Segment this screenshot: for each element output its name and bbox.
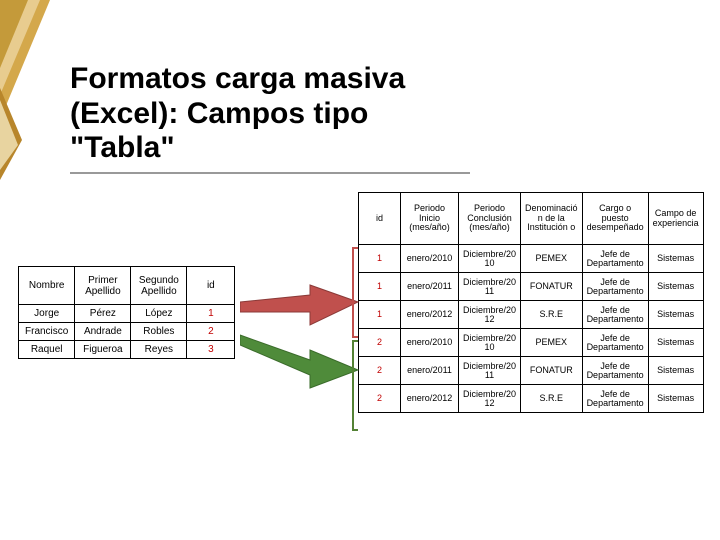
cell: Pérez (75, 305, 131, 323)
cell-id: 2 (359, 385, 401, 413)
col-segundo-apellido: Segundo Apellido (131, 267, 187, 305)
cell: enero/2012 (401, 385, 459, 413)
cell-id: 2 (187, 323, 235, 341)
cell: Diciembre/20 10 (459, 329, 521, 357)
corner-decoration (0, 0, 80, 180)
cell: Raquel (19, 341, 75, 359)
arrow-green-icon (240, 330, 360, 390)
cell: S.R.E (521, 385, 583, 413)
col-nombre: Nombre (19, 267, 75, 305)
cell: S.R.E (521, 301, 583, 329)
cell: Francisco (19, 323, 75, 341)
table-row: 1 enero/2010 Diciembre/20 10 PEMEX Jefe … (359, 245, 704, 273)
page-title: Formatos carga masiva (Excel): Campos ti… (70, 62, 470, 174)
cell: Jefe de Departamento (582, 245, 648, 273)
cell: Jorge (19, 305, 75, 323)
cell: Reyes (131, 341, 187, 359)
cell: enero/2010 (401, 329, 459, 357)
cell: Jefe de Departamento (582, 329, 648, 357)
cell: López (131, 305, 187, 323)
left-table-header-row: Nombre Primer Apellido Segundo Apellido … (19, 267, 235, 305)
cell: Diciembre/20 12 (459, 301, 521, 329)
cell-id: 3 (187, 341, 235, 359)
table-row: 1 enero/2012 Diciembre/20 12 S.R.E Jefe … (359, 301, 704, 329)
cell: Figueroa (75, 341, 131, 359)
cell: Jefe de Departamento (582, 357, 648, 385)
col-id: id (187, 267, 235, 305)
cell: Diciembre/20 11 (459, 273, 521, 301)
cell: enero/2011 (401, 357, 459, 385)
table-row: 2 enero/2011 Diciembre/20 11 FONATUR Jef… (359, 357, 704, 385)
bracket-green (352, 340, 358, 431)
cell: Sistemas (648, 245, 703, 273)
cell: Sistemas (648, 301, 703, 329)
cell: PEMEX (521, 245, 583, 273)
arrow-red-icon (240, 280, 360, 330)
right-table: id Periodo Inicio (mes/año) Periodo Conc… (358, 192, 704, 413)
col-id: id (359, 193, 401, 245)
col-periodo-conclusion: Periodo Conclusión (mes/año) (459, 193, 521, 245)
cell: Jefe de Departamento (582, 301, 648, 329)
cell: Jefe de Departamento (582, 385, 648, 413)
col-primer-apellido: Primer Apellido (75, 267, 131, 305)
cell: Sistemas (648, 273, 703, 301)
cell-id: 2 (359, 357, 401, 385)
cell: FONATUR (521, 357, 583, 385)
col-campo: Campo de experiencia (648, 193, 703, 245)
bracket-red (352, 247, 358, 338)
cell: Andrade (75, 323, 131, 341)
col-denominacion: Denominació n de la Institución o (521, 193, 583, 245)
cell-id: 1 (359, 273, 401, 301)
cell: Sistemas (648, 329, 703, 357)
cell: enero/2011 (401, 273, 459, 301)
cell: Sistemas (648, 385, 703, 413)
table-row: Jorge Pérez López 1 (19, 305, 235, 323)
cell: enero/2012 (401, 301, 459, 329)
col-periodo-inicio: Periodo Inicio (mes/año) (401, 193, 459, 245)
cell-id: 1 (359, 245, 401, 273)
cell: enero/2010 (401, 245, 459, 273)
left-table: Nombre Primer Apellido Segundo Apellido … (18, 266, 235, 359)
cell-id: 1 (187, 305, 235, 323)
cell-id: 1 (359, 301, 401, 329)
cell: Sistemas (648, 357, 703, 385)
table-row: Francisco Andrade Robles 2 (19, 323, 235, 341)
cell: PEMEX (521, 329, 583, 357)
right-table-header-row: id Periodo Inicio (mes/año) Periodo Conc… (359, 193, 704, 245)
table-row: 2 enero/2010 Diciembre/20 10 PEMEX Jefe … (359, 329, 704, 357)
table-row: 1 enero/2011 Diciembre/20 11 FONATUR Jef… (359, 273, 704, 301)
cell: Robles (131, 323, 187, 341)
table-row: Raquel Figueroa Reyes 3 (19, 341, 235, 359)
cell: FONATUR (521, 273, 583, 301)
table-row: 2 enero/2012 Diciembre/20 12 S.R.E Jefe … (359, 385, 704, 413)
cell: Diciembre/20 11 (459, 357, 521, 385)
cell-id: 2 (359, 329, 401, 357)
col-cargo: Cargo o puesto desempeñado (582, 193, 648, 245)
cell: Diciembre/20 10 (459, 245, 521, 273)
cell: Diciembre/20 12 (459, 385, 521, 413)
cell: Jefe de Departamento (582, 273, 648, 301)
